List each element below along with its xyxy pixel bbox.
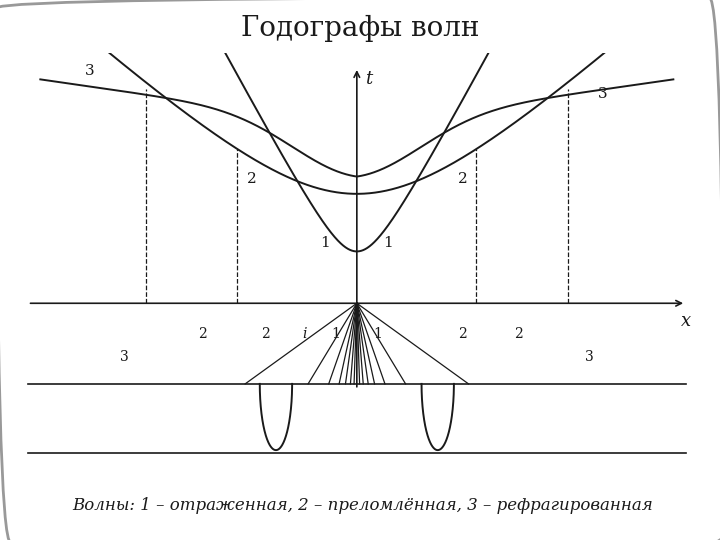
- Text: 1: 1: [384, 237, 393, 251]
- Text: 3: 3: [585, 350, 593, 364]
- Text: 2: 2: [198, 327, 207, 341]
- Text: 3: 3: [598, 87, 608, 101]
- Text: 3: 3: [85, 64, 94, 78]
- Text: 3: 3: [120, 350, 129, 364]
- Text: x: x: [681, 312, 691, 330]
- Text: i: i: [302, 327, 306, 341]
- Text: 2: 2: [458, 327, 467, 341]
- Text: Волны: 1 – отраженная, 2 – преломлённая, 3 – рефрагированная: Волны: 1 – отраженная, 2 – преломлённая,…: [72, 497, 653, 514]
- Text: 1: 1: [320, 237, 330, 251]
- Text: 2: 2: [514, 327, 523, 341]
- Text: t: t: [365, 70, 372, 88]
- Title: Годографы волн: Годографы волн: [240, 15, 480, 42]
- Text: 2: 2: [246, 172, 256, 186]
- Text: 2: 2: [261, 327, 270, 341]
- Text: 1: 1: [331, 327, 340, 341]
- Text: 2: 2: [457, 172, 467, 186]
- Text: 1: 1: [374, 327, 382, 341]
